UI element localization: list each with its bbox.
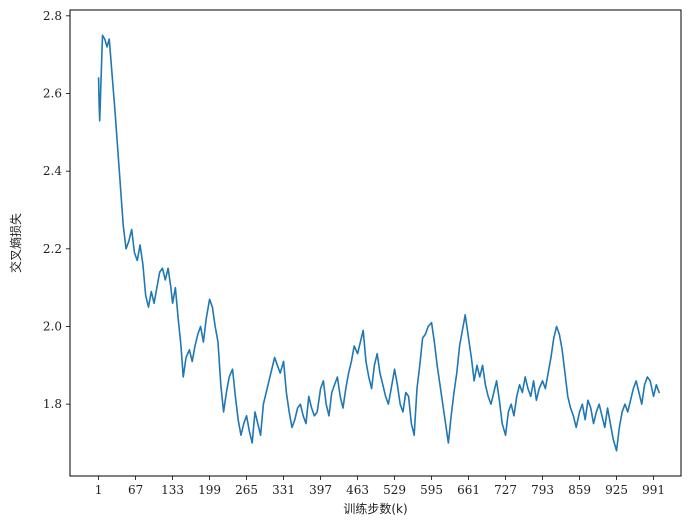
y-tick-label: 2.8 xyxy=(43,9,62,23)
x-tick-label: 793 xyxy=(531,483,554,497)
series-line xyxy=(97,34,660,452)
x-tick-label: 859 xyxy=(568,483,591,497)
y-tick-label: 1.8 xyxy=(43,397,62,411)
x-tick-label: 991 xyxy=(642,483,665,497)
y-tick-label: 2.0 xyxy=(43,319,62,333)
y-axis: 1.8 2.0 2.2 2.4 2.6 2.8 xyxy=(43,9,70,411)
x-tick-label: 595 xyxy=(420,483,443,497)
y-tick-label: 2.4 xyxy=(43,164,62,178)
x-tick-label: 529 xyxy=(383,483,406,497)
x-tick-label: 265 xyxy=(235,483,258,497)
x-tick-label: 397 xyxy=(309,483,332,497)
plot-frame xyxy=(69,9,682,477)
y-tick-label: 2.6 xyxy=(43,86,62,100)
x-tick-label: 1 xyxy=(95,483,103,497)
x-tick-label: 661 xyxy=(457,483,480,497)
x-tick-label: 727 xyxy=(494,483,517,497)
x-tick-label: 463 xyxy=(346,483,369,497)
x-tick-label: 67 xyxy=(128,483,143,497)
y-axis-label: 交叉熵损失 xyxy=(8,213,23,273)
x-tick-label: 925 xyxy=(605,483,628,497)
x-tick-label: 133 xyxy=(161,483,184,497)
x-axis: 1 67 133 199 265 331 397 463 529 595 661 727 793 859 9… xyxy=(95,476,665,497)
x-tick-label: 199 xyxy=(198,483,221,497)
x-axis-label: 训练步数(k) xyxy=(343,501,407,516)
x-tick-label: 331 xyxy=(272,483,295,497)
y-tick-label: 2.2 xyxy=(43,242,62,256)
